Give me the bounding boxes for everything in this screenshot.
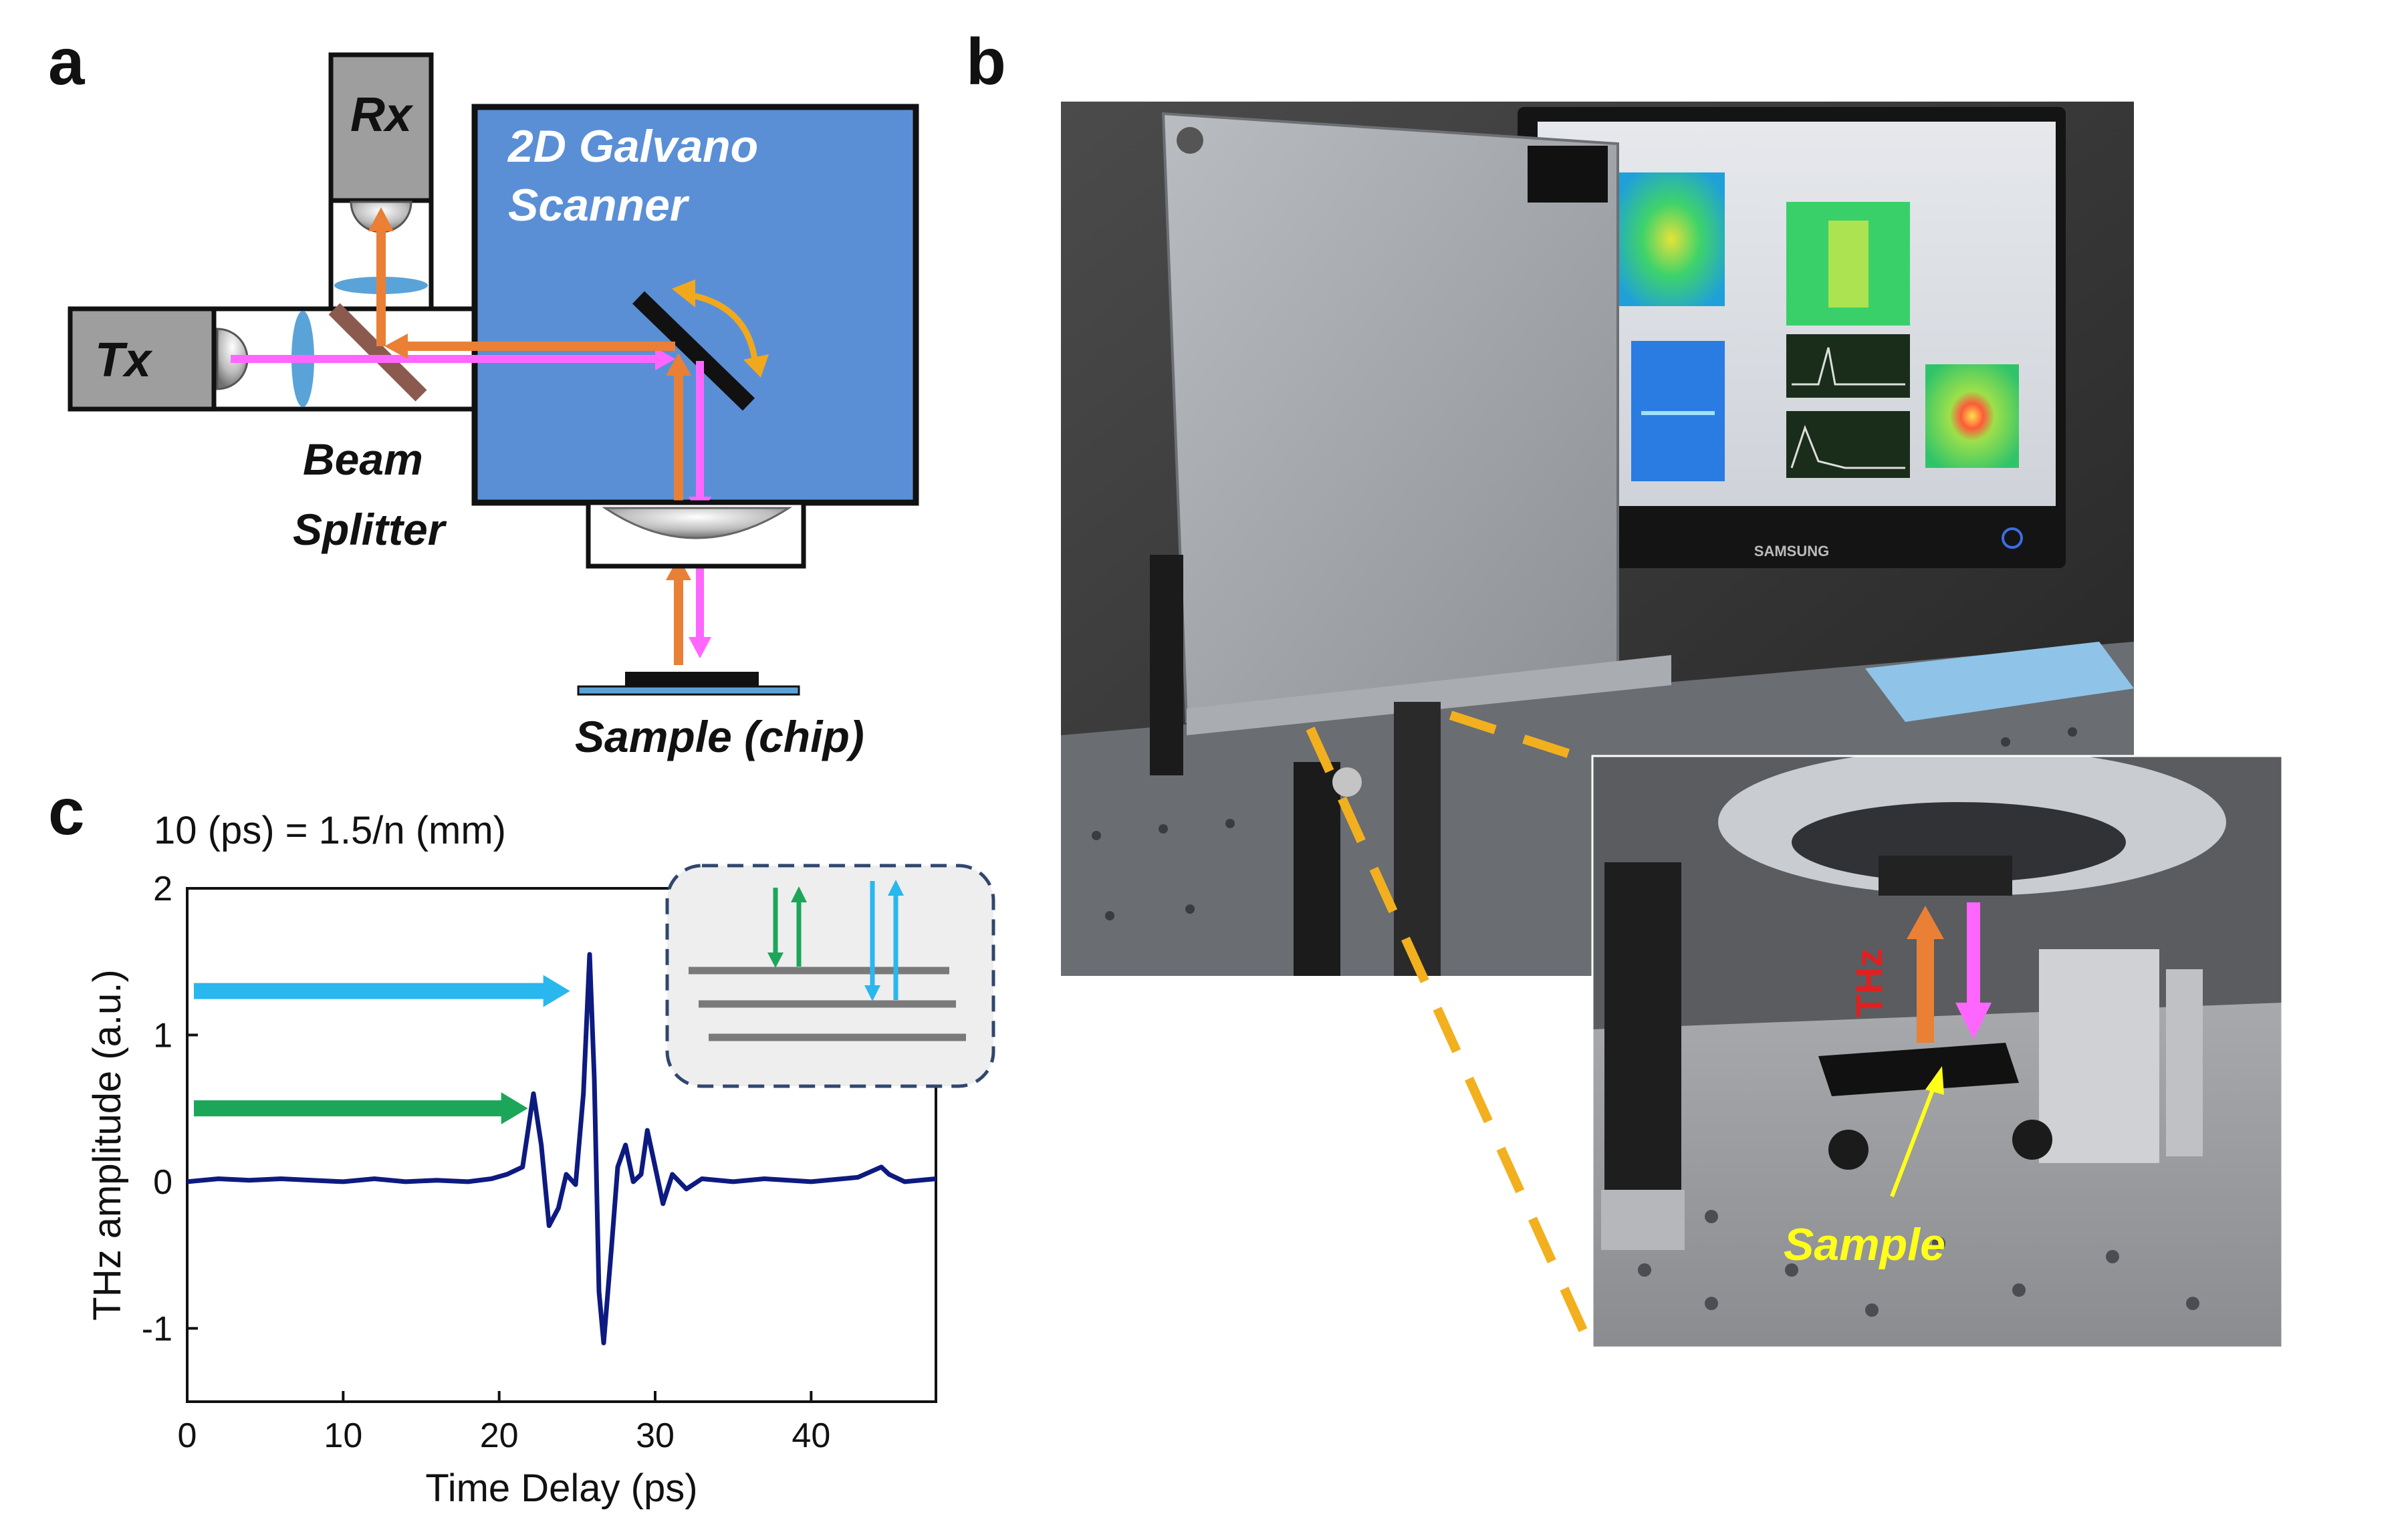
post-mid	[1294, 762, 1340, 976]
inset-post-left-base	[1601, 1190, 1685, 1250]
sample-pointer-head	[1925, 1066, 1944, 1095]
x-tick-label: 20	[480, 1416, 519, 1455]
rx-label: Rx	[350, 88, 414, 142]
chart-plot-area: 0 10 20 30 40 -1 0 1 2	[142, 870, 937, 1455]
rotation-arrowhead-2	[743, 354, 769, 378]
scanner-plate	[1161, 112, 1619, 724]
beam-splitter-label-line2: Splitter	[293, 505, 447, 554]
objective-lens	[602, 507, 793, 539]
blue-down-head	[864, 985, 880, 1001]
screen-trace-2	[1790, 424, 1905, 469]
plate-screw	[1177, 127, 1203, 154]
callout-line-left	[1306, 727, 1588, 1332]
galvo-mirror	[632, 291, 755, 411]
thz-trace	[187, 952, 936, 1346]
inset-knob-1	[1828, 1130, 1869, 1170]
inset-micrometer	[2166, 969, 2203, 1156]
green-down-head	[767, 953, 784, 968]
rotation-arrow	[685, 291, 759, 365]
inset-post-left	[1604, 862, 1681, 1210]
panel-a: a Rx Tx 2D Galvano Scanner	[48, 25, 919, 761]
y-axis-label: THz amplitude (a.u.)	[86, 969, 129, 1320]
reflection-inset-box	[665, 864, 995, 1088]
screen-tile-6	[1925, 364, 2019, 468]
y-ticks: -1 0 1 2	[142, 870, 198, 1348]
y-tick-label: 2	[153, 870, 172, 908]
knob-left	[1332, 767, 1362, 797]
post-left	[1150, 555, 1183, 775]
rotation-arrowhead-1	[672, 279, 695, 307]
panel-a-letter: a	[48, 25, 86, 98]
return-beam-arrowhead-3	[384, 334, 408, 359]
y-tick-label: 0	[153, 1163, 172, 1202]
annotation-arrow-head	[543, 975, 570, 1007]
blue-box	[1865, 642, 2134, 722]
panel-b-letter: b	[966, 25, 1006, 98]
y-tick-label: 1	[153, 1016, 172, 1055]
inset-sample-label: Sample	[1784, 1219, 1945, 1270]
x-tick-label: 30	[636, 1416, 675, 1455]
scanner-label-line2: Scanner	[508, 180, 690, 231]
x-tick-label: 0	[178, 1416, 197, 1455]
monitor-power-button	[2002, 527, 2023, 549]
inset-thz-label: THz	[1848, 948, 1890, 1017]
sample-chip	[625, 672, 759, 686]
x-axis-label: Time Delay (ps)	[425, 1467, 697, 1510]
screen-tile-1	[1618, 172, 1725, 306]
forward-beam-arrowhead-1	[655, 348, 675, 370]
screen-tile-2-stripe	[1828, 221, 1869, 307]
x-ticks: 0 10 20 30 40	[178, 1391, 830, 1455]
blue-up-head	[888, 880, 904, 896]
screen-tile-4	[1786, 334, 1910, 398]
plot-frame	[186, 887, 937, 1403]
screen-trace-1	[1792, 347, 1905, 386]
inset-border	[1591, 755, 2284, 1349]
x-tick-label: 10	[324, 1416, 362, 1455]
reflection-inset	[665, 864, 995, 1088]
forward-beam-arrowhead-3	[689, 637, 711, 658]
tx-label: Tx	[95, 334, 153, 387]
y-tick-label: -1	[142, 1309, 172, 1348]
green-up-head	[791, 886, 807, 902]
inset-knob-2	[2012, 1120, 2052, 1160]
panel-c: c 10 (ps) = 1.5/n (mm) 0 10 20 30 40 -1 0 1 2 T…	[48, 775, 995, 1510]
screen-tile-3-line	[1641, 411, 1715, 415]
sample-label: Sample (chip)	[575, 712, 864, 761]
chart-title: 10 (ps) = 1.5/n (mm)	[154, 809, 506, 852]
return-beam-arrowhead-2	[666, 353, 691, 376]
x-tick-label: 40	[792, 1416, 830, 1455]
return-beam-arrowhead-4	[368, 207, 394, 231]
post-center	[1394, 702, 1441, 976]
plate-label	[1528, 146, 1608, 203]
annotation-arrows	[194, 975, 570, 1125]
plate-base	[1187, 655, 1671, 735]
scanner-label-line1: 2D Galvano	[507, 121, 758, 172]
vertical-tube	[328, 201, 434, 309]
monitor-brand: SAMSUNG	[1754, 543, 1829, 559]
beam-splitter-label-line1: Beam	[303, 434, 423, 484]
tx-module	[68, 306, 217, 412]
inset-top-hole	[1792, 802, 2126, 882]
panel-b: b SAMSUNG	[966, 25, 2284, 1349]
sample-substrate	[577, 685, 800, 696]
annotation-arrow-head	[501, 1092, 528, 1125]
inset-sample-holder	[1818, 1043, 2019, 1096]
inset-table-holes	[1638, 1210, 2199, 1317]
screen-tile-5	[1786, 411, 1910, 478]
inset-thz-up-arrowhead	[1907, 906, 1944, 939]
sample-pointer	[1890, 1082, 1937, 1198]
beam-splitter	[328, 303, 427, 402]
inset-thz-down-arrowhead	[1955, 1003, 1992, 1039]
rx-module	[328, 52, 434, 203]
inset-objective	[1879, 856, 2012, 896]
inset-stage	[2039, 949, 2159, 1163]
panel-c-letter: c	[48, 775, 85, 848]
callout-line-right	[1449, 711, 1596, 767]
inset-photo: THz Sample	[1592, 756, 2282, 1348]
